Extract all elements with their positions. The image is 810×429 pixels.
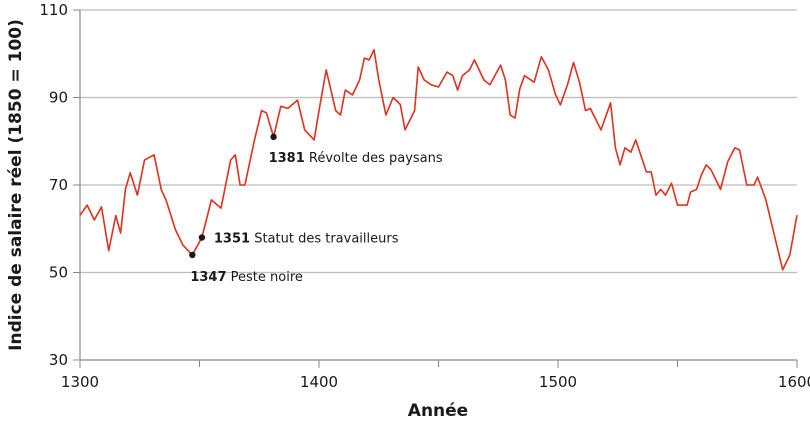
annotation-label: 1381 Révolte des paysans (269, 151, 443, 166)
x-axis-label: Année (408, 401, 468, 421)
annotation-dot (270, 133, 277, 141)
y-axis-label: Indice de salaire réel (1850 = 100) (6, 19, 26, 351)
axes (73, 9, 798, 368)
y-tick-label: 70 (49, 176, 68, 194)
gridlines (80, 9, 797, 274)
annotations: 1347 Peste noire 1351 Statut des travaill… (189, 133, 443, 285)
annotation-dot (189, 251, 196, 259)
tick-labels: 30 50 70 90 110 1300 1400 1500 1600 (39, 1, 810, 391)
x-tick-label: 1500 (539, 373, 577, 391)
annotation-text: Statut des travailleurs (250, 232, 399, 247)
x-tick-label: 1400 (300, 373, 338, 391)
annotation-dot (198, 234, 206, 241)
x-tick-label: 1300 (61, 373, 99, 391)
annotation-text: Peste noire (227, 270, 303, 285)
annotation-label: 1347 Peste noire (190, 270, 303, 285)
y-tick-label: 90 (49, 89, 68, 107)
annotation-label: 1351 Statut des travailleurs (214, 232, 399, 247)
y-tick-label: 50 (49, 264, 68, 282)
series-line (79, 49, 798, 271)
annotation-year: 1347 (190, 270, 226, 285)
y-tick-label: 110 (39, 1, 68, 19)
y-tick-label: 30 (49, 351, 68, 369)
annotation-text: Révolte des paysans (305, 151, 443, 166)
annotation-year: 1381 (269, 151, 305, 166)
x-tick-label: 1600 (778, 373, 810, 391)
annotation-year: 1351 (214, 232, 250, 247)
